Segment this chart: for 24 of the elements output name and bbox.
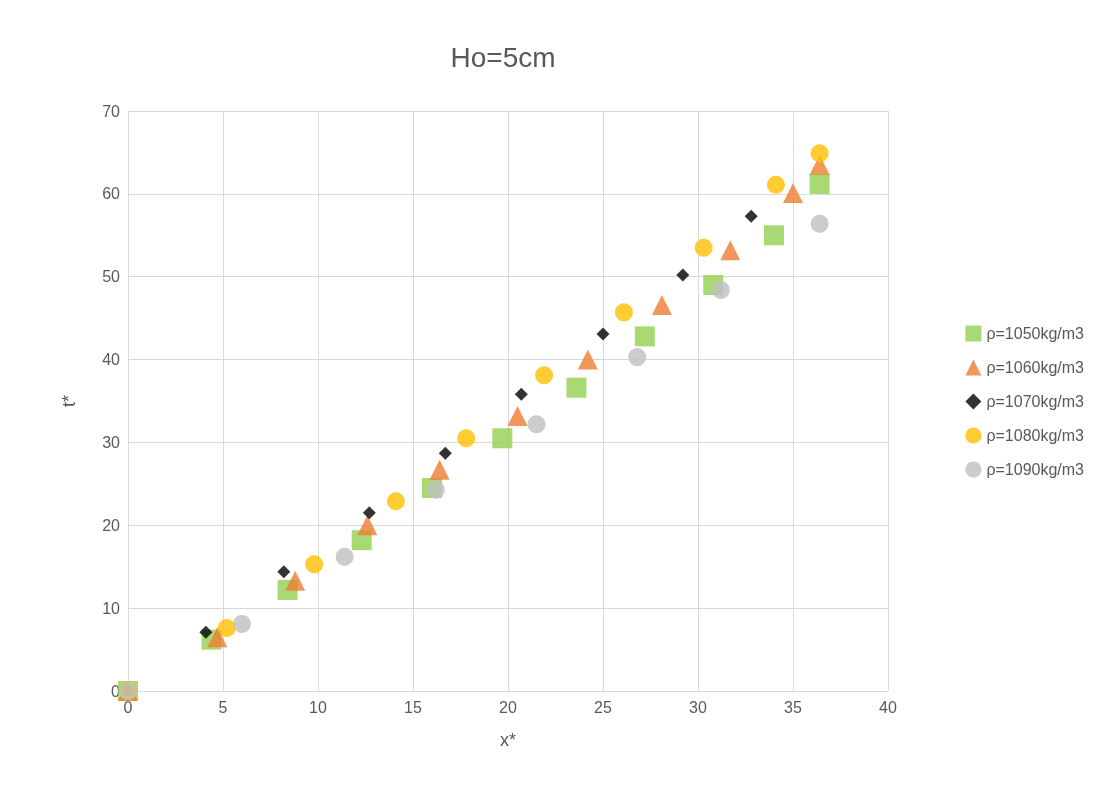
y-tick-label: 50 bbox=[102, 268, 121, 286]
y-tick-label: 60 bbox=[102, 185, 121, 203]
legend-label: ρ=1090kg/m3 bbox=[986, 461, 1085, 478]
y-tick-label: 40 bbox=[102, 351, 121, 369]
x-tick-label: 40 bbox=[879, 698, 897, 716]
y-axis-title: t* bbox=[59, 394, 79, 408]
x-tick-label: 30 bbox=[689, 698, 707, 716]
legend-label: ρ=1070kg/m3 bbox=[986, 393, 1085, 410]
x-tick-label: 10 bbox=[309, 698, 327, 716]
y-tick-label: 70 bbox=[102, 102, 121, 120]
y-tick-label: 30 bbox=[102, 433, 121, 451]
x-tick-label: 20 bbox=[499, 698, 517, 716]
legend-label: ρ=1050kg/m3 bbox=[986, 325, 1085, 342]
legend-label: ρ=1060kg/m3 bbox=[986, 359, 1085, 376]
x-tick-label: 5 bbox=[218, 698, 228, 716]
legend-label: ρ=1080kg/m3 bbox=[986, 427, 1085, 444]
y-tick-label: 10 bbox=[102, 599, 121, 617]
x-tick-label: 35 bbox=[784, 698, 802, 716]
x-tick-label: 0 bbox=[123, 698, 133, 716]
x-tick-label: 15 bbox=[404, 698, 422, 716]
x-axis-title: x* bbox=[499, 730, 517, 750]
y-tick-label: 20 bbox=[102, 516, 121, 534]
x-tick-label: 25 bbox=[594, 698, 612, 716]
chart-title: Ho=5cm bbox=[450, 41, 556, 73]
